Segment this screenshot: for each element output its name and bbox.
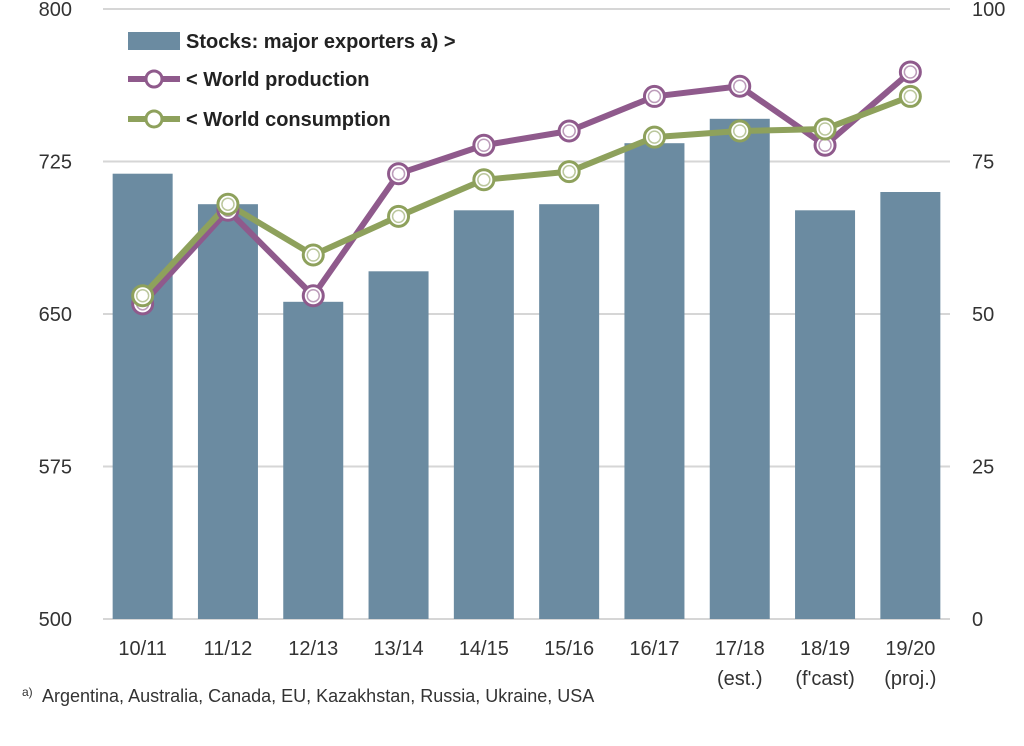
legend-label-consumption: < World consumption: [186, 109, 391, 131]
consumption-point: [898, 84, 922, 108]
left-tick-label: 725: [39, 152, 72, 174]
bar-10-11: [112, 173, 173, 619]
legend-label-production: < World production: [186, 69, 370, 91]
consumption-point: [131, 284, 155, 308]
bar-15-16: [539, 204, 600, 619]
right-tick-label: 0: [972, 609, 983, 631]
right-tick-label: 50: [972, 304, 994, 326]
bar-16-17: [624, 143, 685, 619]
consumption-point: [813, 117, 837, 141]
lines: [131, 60, 922, 316]
x-tick-sublabel: (est.): [717, 668, 763, 690]
x-tick-label: 11/12: [204, 638, 253, 660]
consumption-point-inner: [647, 130, 662, 144]
x-tick-label: 16/17: [629, 638, 679, 660]
production-point-inner: [477, 138, 491, 152]
consumption-point-inner: [733, 124, 747, 138]
production-point: [728, 74, 752, 98]
x-tick-label: 19/20: [885, 638, 935, 660]
x-tick-sublabel: (proj.): [884, 668, 936, 690]
x-tick-label: 10/11: [118, 638, 167, 660]
consumption-point: [301, 243, 325, 267]
left-axis: 500 575 650 725 800: [39, 0, 72, 631]
legend: Stocks: major exporters a) > < World pro…: [128, 31, 456, 131]
x-tick-sublabel: (f'cast): [795, 668, 854, 690]
consumption-point: [472, 168, 496, 192]
production-point: [557, 119, 581, 143]
left-tick-label: 500: [39, 609, 72, 631]
bar-18-19: [795, 210, 856, 620]
x-tick-label: 13/14: [374, 638, 424, 660]
bar-17-18: [709, 118, 770, 620]
right-tick-label: 75: [972, 152, 994, 174]
left-tick-label: 650: [39, 304, 72, 326]
legend-marker-consumption: [144, 109, 164, 129]
x-tick-label: 12/13: [288, 638, 338, 660]
production-point: [301, 284, 325, 308]
consumption-point-inner: [562, 164, 576, 179]
consumption-point-inner: [477, 173, 491, 187]
footnote: Argentina, Australia, Canada, EU, Kazakh…: [42, 686, 594, 706]
consumption-point-inner: [221, 197, 235, 211]
right-tick-label: 100: [972, 0, 1005, 21]
production-point: [898, 60, 922, 84]
consumption-point: [216, 192, 240, 216]
right-tick-label: 25: [972, 457, 994, 479]
consumption-point-inner: [135, 288, 150, 303]
bar-19-20: [880, 192, 941, 619]
bars: [112, 118, 941, 620]
consumption-point-inner: [306, 248, 320, 262]
production-point-inner: [391, 166, 406, 181]
consumption-point: [387, 204, 411, 228]
left-tick-label: 800: [39, 0, 72, 21]
production-point-inner: [903, 65, 918, 79]
x-tick-label: 18/19: [800, 638, 850, 660]
production-point-inner: [647, 89, 662, 104]
right-axis: 0 25 50 75 100: [972, 0, 1005, 631]
left-tick-label: 575: [39, 457, 72, 479]
consumption-point: [557, 160, 581, 184]
consumption-point: [642, 125, 666, 149]
bar-11-12: [197, 204, 258, 619]
x-tick-label: 14/15: [459, 638, 509, 660]
legend-swatch-stocks: [128, 32, 180, 50]
legend-marker-production: [144, 69, 164, 89]
consumption-point-inner: [903, 89, 918, 104]
production-point: [642, 84, 666, 108]
consumption-point-inner: [391, 209, 406, 224]
bar-13-14: [368, 271, 429, 619]
production-point-inner: [306, 288, 320, 303]
footnote-marker: a): [22, 685, 33, 699]
x-tick-label: 15/16: [544, 638, 594, 660]
legend-label-stocks: Stocks: major exporters a) >: [186, 31, 456, 53]
x-axis: 10/11 11/12 12/13 13/14 14/15 15/16 16/17 17/18…: [118, 638, 936, 690]
production-point: [387, 162, 411, 186]
production-point: [472, 133, 496, 157]
production-point-inner: [733, 79, 747, 94]
production-point-inner: [562, 124, 576, 138]
x-tick-label: 17/18: [715, 638, 765, 660]
bar-12-13: [283, 301, 344, 619]
bar-14-15: [453, 210, 514, 620]
consumption-point: [728, 119, 752, 143]
line-production: [140, 69, 913, 306]
line-consumption: [140, 93, 912, 298]
consumption-point-inner: [818, 122, 832, 136]
